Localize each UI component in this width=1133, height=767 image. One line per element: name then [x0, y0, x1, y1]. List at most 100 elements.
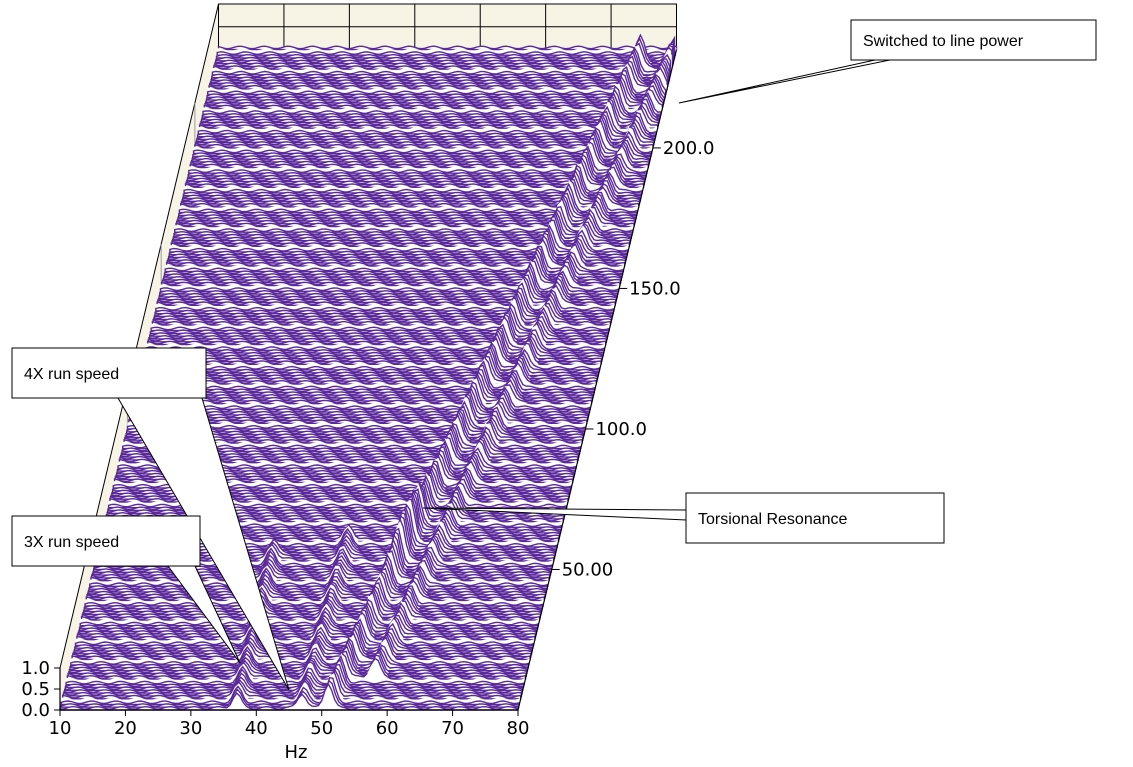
spectrum-trace: [91, 543, 551, 579]
depth-tick-label: 200.0: [663, 138, 715, 159]
spectrum-trace: [83, 581, 543, 610]
x-tick-label: 80: [507, 718, 530, 739]
callout-4x-box: [11, 347, 207, 399]
spectrum-trace: [82, 585, 543, 613]
spectrum-trace: [76, 608, 537, 638]
tick-labels: 10 20 30 40 50 60 70 80 Hz 0.00.51.0 50.00 100.0 150…: [21, 138, 714, 763]
spectrum-trace: [72, 623, 533, 655]
x-tick-label: 10: [49, 718, 72, 739]
spectrum-trace: [91, 537, 552, 576]
spectrum-trace: [145, 323, 605, 351]
spectrum-trace: [85, 570, 545, 602]
spectrum-trace: [149, 305, 610, 335]
spectrum-trace: [217, 45, 678, 51]
spectrum-trace: [66, 652, 527, 680]
spectrum-trace: [76, 611, 536, 641]
x-tick-label: 40: [245, 718, 268, 739]
spectrum-trace: [163, 247, 623, 278]
spectrum-trace: [215, 35, 676, 59]
spectrum-trace: [77, 606, 537, 635]
x-tick-label: 50: [310, 718, 333, 739]
x-tick-label: 70: [441, 718, 464, 739]
spectrum-trace: [70, 637, 530, 666]
spectrum-trace: [61, 673, 521, 703]
x-tick-label: 30: [179, 718, 202, 739]
x-tick-label: 20: [114, 718, 137, 739]
callout-line-power-pointer: [678, 59, 891, 104]
callout-line-power-label: Switched to line power: [863, 33, 1024, 50]
spectrum-trace: [79, 598, 539, 627]
depth-tick-label: 50.00: [562, 559, 614, 580]
spectrum-trace: [84, 576, 544, 607]
axes: [54, 49, 678, 716]
z-tick-label: 1.0: [21, 658, 50, 679]
spectrum-trace: [64, 663, 524, 691]
spectrum-trace: [88, 556, 548, 590]
spectrum-trace: [74, 622, 534, 649]
spectrum-trace: [213, 37, 674, 68]
spectrum-trace: [59, 682, 519, 711]
spectrum-trace: [62, 670, 522, 700]
spectrum-trace: [71, 631, 531, 661]
spectrum-trace: [89, 553, 549, 587]
spectrum-trace: [67, 650, 527, 677]
depth-tick-label: 100.0: [595, 419, 647, 440]
spectrum-trace: [214, 33, 674, 65]
spectrum-trace: [143, 328, 603, 360]
spectrum-trace: [86, 570, 546, 599]
spectrum-trace: [147, 313, 608, 343]
spectrum-trace: [162, 250, 622, 281]
spectrum-trace: [74, 618, 535, 647]
spectrum-trace: [65, 654, 525, 686]
spectrum-trace: [161, 255, 622, 284]
spectrum-trace: [149, 309, 609, 337]
spectrum-trace: [60, 679, 520, 708]
callout-line-power-box: [850, 19, 1097, 61]
spectrum-trace: [68, 644, 528, 675]
spectrum-trace: [68, 640, 529, 672]
spectrum-trace: [87, 561, 547, 593]
spectrum-trace: [90, 550, 550, 582]
spectrum-trace: [145, 326, 605, 354]
callout-torsional-box: [685, 492, 945, 544]
callout-torsional-label: Torsional Resonance: [698, 511, 848, 528]
callout-4x-label: 4X run speed: [24, 366, 119, 383]
spectrum-trace: [87, 567, 547, 596]
spectrum-trace: [148, 312, 608, 340]
depth-axis-line: [517, 49, 678, 711]
spectrum-trace: [75, 614, 535, 644]
spectrum-traces: [59, 33, 678, 711]
spectrum-trace: [70, 636, 531, 663]
spectrum-trace: [80, 591, 541, 621]
spectrum-trace: [78, 601, 539, 630]
spectrum-trace: [60, 677, 520, 706]
spectrum-trace: [144, 326, 604, 357]
depth-tick-label: 150.0: [629, 278, 681, 299]
spectrum-trace: [215, 39, 675, 62]
spectrum-trace: [64, 658, 525, 689]
z-tick-label: 0.5: [21, 679, 50, 700]
x-tick-label: 60: [376, 718, 399, 739]
spectrum-trace: [66, 653, 526, 683]
spectrum-trace: [181, 174, 641, 202]
callout-3x-box: [11, 515, 201, 567]
spectrum-trace: [89, 552, 550, 585]
spectrum-trace: [81, 588, 541, 618]
z-tick-label: 0.0: [21, 700, 50, 721]
spectrum-trace: [69, 638, 529, 669]
spectrum-trace: [146, 319, 606, 349]
spectrum-trace: [63, 666, 523, 694]
spectrum-trace: [62, 668, 523, 697]
spectrum-trace: [78, 603, 538, 632]
x-axis-unit-label: Hz: [285, 742, 308, 763]
spectrum-trace: [82, 586, 542, 616]
spectrum-trace: [147, 315, 607, 346]
spectrum-trace: [84, 572, 545, 604]
callouts: Switched to line power Torsional Resonanc…: [11, 19, 1097, 691]
spectrum-trace: [72, 627, 532, 658]
spectrum-trace: [80, 595, 540, 624]
spectrum-trace: [150, 302, 610, 332]
spectrum-trace: [73, 622, 533, 652]
callout-3x-label: 3X run speed: [24, 534, 119, 551]
